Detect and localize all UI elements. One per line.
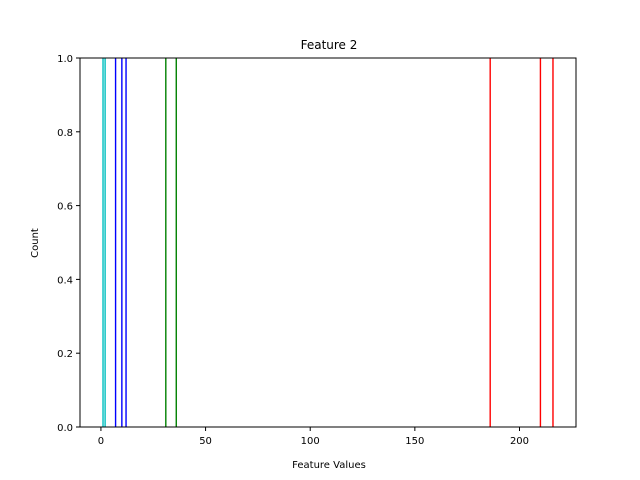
bars-group [102,58,554,427]
x-tick-label-2: 100 [301,436,320,447]
x-axis: 0 50 100 150 200 [98,427,529,447]
y-tick-label-1: 0.2 [57,349,73,360]
y-tick-label-4: 0.8 [57,128,73,139]
chart-title: Feature 2 [301,38,358,52]
x-tick-label-4: 200 [510,436,529,447]
plot-frame [79,57,577,428]
y-tick-label-2: 0.4 [57,275,73,286]
x-tick-label-3: 150 [405,436,424,447]
x-tick-label-1: 50 [199,436,212,447]
y-tick-label-0: 0.0 [57,423,73,434]
y-tick-label-3: 0.6 [57,202,73,213]
y-tick-label-5: 1.0 [57,54,73,65]
y-axis-label: Count [30,228,41,258]
x-tick-label-0: 0 [98,436,104,447]
y-axis: 0.0 0.2 0.4 0.6 0.8 1.0 [57,54,80,434]
x-axis-label: Feature Values [292,460,366,471]
